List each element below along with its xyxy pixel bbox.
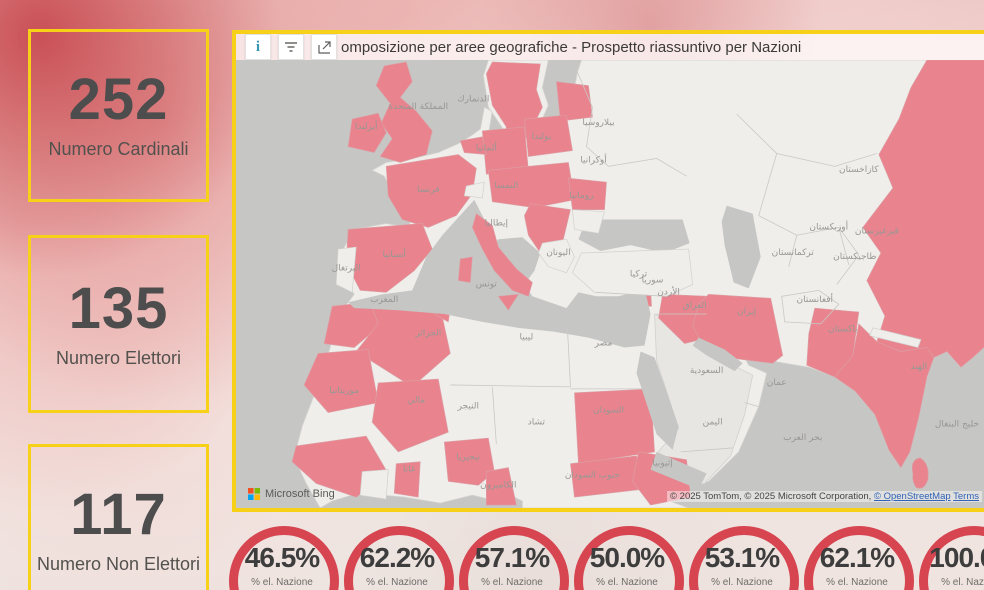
map-country-label: كازاخستان [839, 165, 879, 175]
map-country-label: مصر [594, 339, 613, 349]
gauge-label: % el. Nazione [251, 577, 313, 588]
kpi-card-elettori[interactable]: 135 Numero Elettori [28, 235, 209, 413]
bing-label: Microsoft Bing [265, 488, 335, 500]
gauges-row: 46.5% % el. Nazione 62.2% % el. Nazione … [226, 520, 984, 590]
openstreetmap-link[interactable]: © OpenStreetMap [873, 491, 951, 502]
gauge-value: 62.2% [359, 542, 435, 573]
map-country-label: النمسا [494, 181, 518, 191]
gauge-visual[interactable]: 100.0... % el. Nazione [916, 520, 984, 590]
map-peninsulas [335, 181, 922, 500]
map-country-label: اليمن [703, 417, 723, 427]
map-country-label: إثيوبيا [652, 459, 672, 469]
map-country-label: أيرلندا [355, 120, 378, 132]
map-country-label: السودان [593, 406, 624, 416]
map-country-label: باكستان [828, 325, 858, 335]
map-country-label: الهند [910, 362, 927, 372]
map-borders [450, 69, 877, 453]
kpi-label: Numero Cardinali [48, 139, 189, 159]
visual-title: omposizione per aree geografiche - Prosp… [341, 38, 802, 56]
map-country-label: عمان [767, 378, 787, 388]
gauge-label: % el. Nazione [711, 577, 773, 588]
map-country-label: بولندا [531, 132, 551, 142]
kpi-card-cardinali[interactable]: 252 Numero Cardinali [28, 29, 209, 202]
kpi-value: 117 [70, 481, 167, 547]
map-country-label: إيران [737, 307, 756, 317]
gauge-ring [919, 526, 984, 590]
map-country-label: تشاد [528, 417, 546, 427]
gauge-label: % el. Nazione [941, 577, 984, 588]
map-visual: i omposizione per aree geografiche - Pro… [232, 30, 984, 512]
map-country-label: المغرب [370, 295, 398, 305]
map-country-label: طاجيكستان [833, 252, 876, 262]
gauge-label: % el. Nazione [481, 577, 543, 588]
info-icon[interactable]: i [245, 34, 271, 60]
focus-mode-icon[interactable] [311, 34, 337, 60]
map-country-label: الكاميرون [480, 480, 516, 490]
map-country-label: أسبانيا [382, 248, 405, 260]
gauge-visual[interactable]: 62.2% % el. Nazione [341, 520, 456, 590]
gauge-label: % el. Nazione [366, 577, 428, 588]
kpi-label: Numero Elettori [55, 347, 182, 368]
map-country-label: الأردن [657, 285, 680, 297]
visual-header: i omposizione per aree geografiche - Pro… [236, 34, 984, 60]
kpi-label: Numero Non Elettori [36, 553, 201, 574]
gauge-value: 53.1% [704, 542, 780, 573]
gauge-visual[interactable]: 57.1% % el. Nazione [456, 520, 571, 590]
map-country-label: قيرغيزستان [855, 226, 899, 236]
map-country-label: بيلاروسيا [582, 118, 614, 128]
gauge-value: 46.5% [244, 542, 320, 573]
bing-attribution: Microsoft Bing [248, 488, 335, 500]
map-country-label: ليبيا [520, 333, 534, 343]
kpi-value: 135 [68, 275, 169, 341]
map-country-label: أفغانستان [797, 293, 833, 305]
map-area[interactable]: المملكة المتحدة أيرلندا الدنمارك بيلاروسيا أ… [236, 60, 984, 508]
map-country-label: موريتانيا [329, 386, 359, 396]
gauge-visual[interactable]: 46.5% % el. Nazione [226, 520, 341, 590]
map-country-label: السعودية [690, 366, 724, 376]
map-country-label: تركمانستان [772, 248, 815, 258]
gauge-visual[interactable]: 62.1% % el. Nazione [801, 520, 916, 590]
map-country-label: الجزائر [414, 329, 441, 339]
map-country-label: اليونان [546, 248, 570, 258]
map-attribution: © 2025 TomTom, © 2025 Microsoft Corporat… [667, 491, 982, 502]
map-country-label: إيطاليا [485, 218, 508, 228]
map-country-label: العراق [683, 301, 707, 311]
gauge-value: 57.1% [474, 542, 550, 573]
gauge-visual[interactable]: 50.0% % el. Nazione [571, 520, 686, 590]
map-country-label: غانا [403, 465, 416, 475]
map-country-label: البرتغال [332, 264, 361, 274]
map-country-label: جنوب السودان [565, 471, 620, 481]
map-country-label: مالي [407, 396, 425, 406]
world-map[interactable]: المملكة المتحدة أيرلندا الدنمارك بيلاروسيا أ… [236, 60, 984, 508]
terms-link[interactable]: Terms [953, 491, 979, 502]
map-country-label: تركيا [630, 270, 648, 280]
attribution-text: © 2025 TomTom, © 2025 Microsoft Corporat… [670, 491, 874, 502]
gauge-value: 62.1% [819, 542, 895, 573]
microsoft-logo-icon [248, 488, 260, 500]
map-country-label: بحر العرب [783, 433, 822, 443]
map-country-label: أوزبكستان [809, 220, 848, 232]
map-country-label: نيجيريا [456, 453, 480, 463]
gauge-label: % el. Nazione [826, 577, 888, 588]
map-country-label: ألمانيا [476, 142, 497, 154]
map-country-label: المملكة المتحدة [388, 102, 448, 112]
map-highlighted-countries [291, 60, 984, 506]
filter-icon[interactable] [278, 34, 304, 60]
map-country-label: رومانيا [569, 191, 593, 201]
gauge-label: % el. Nazione [596, 577, 658, 588]
map-country-label: تونس [476, 280, 498, 290]
map-country-label: خليج البنغال [935, 419, 979, 429]
map-labels: المملكة المتحدة أيرلندا الدنمارك بيلاروسيا أ… [329, 94, 979, 490]
gauge-value: 100.0... [929, 542, 984, 573]
gauge-visual[interactable]: 53.1% % el. Nazione [686, 520, 801, 590]
kpi-value: 252 [68, 67, 169, 132]
map-country-label: النيجر [457, 402, 479, 412]
map-country-label: أوكرانيا [580, 153, 607, 165]
map-country-label: فرنسا [417, 185, 440, 195]
gauge-value: 50.0% [589, 542, 665, 573]
map-country-label: سوريا [642, 276, 664, 286]
map-country-label: الدنمارك [457, 94, 489, 104]
kpi-card-non-elettori[interactable]: 117 Numero Non Elettori [28, 444, 209, 590]
